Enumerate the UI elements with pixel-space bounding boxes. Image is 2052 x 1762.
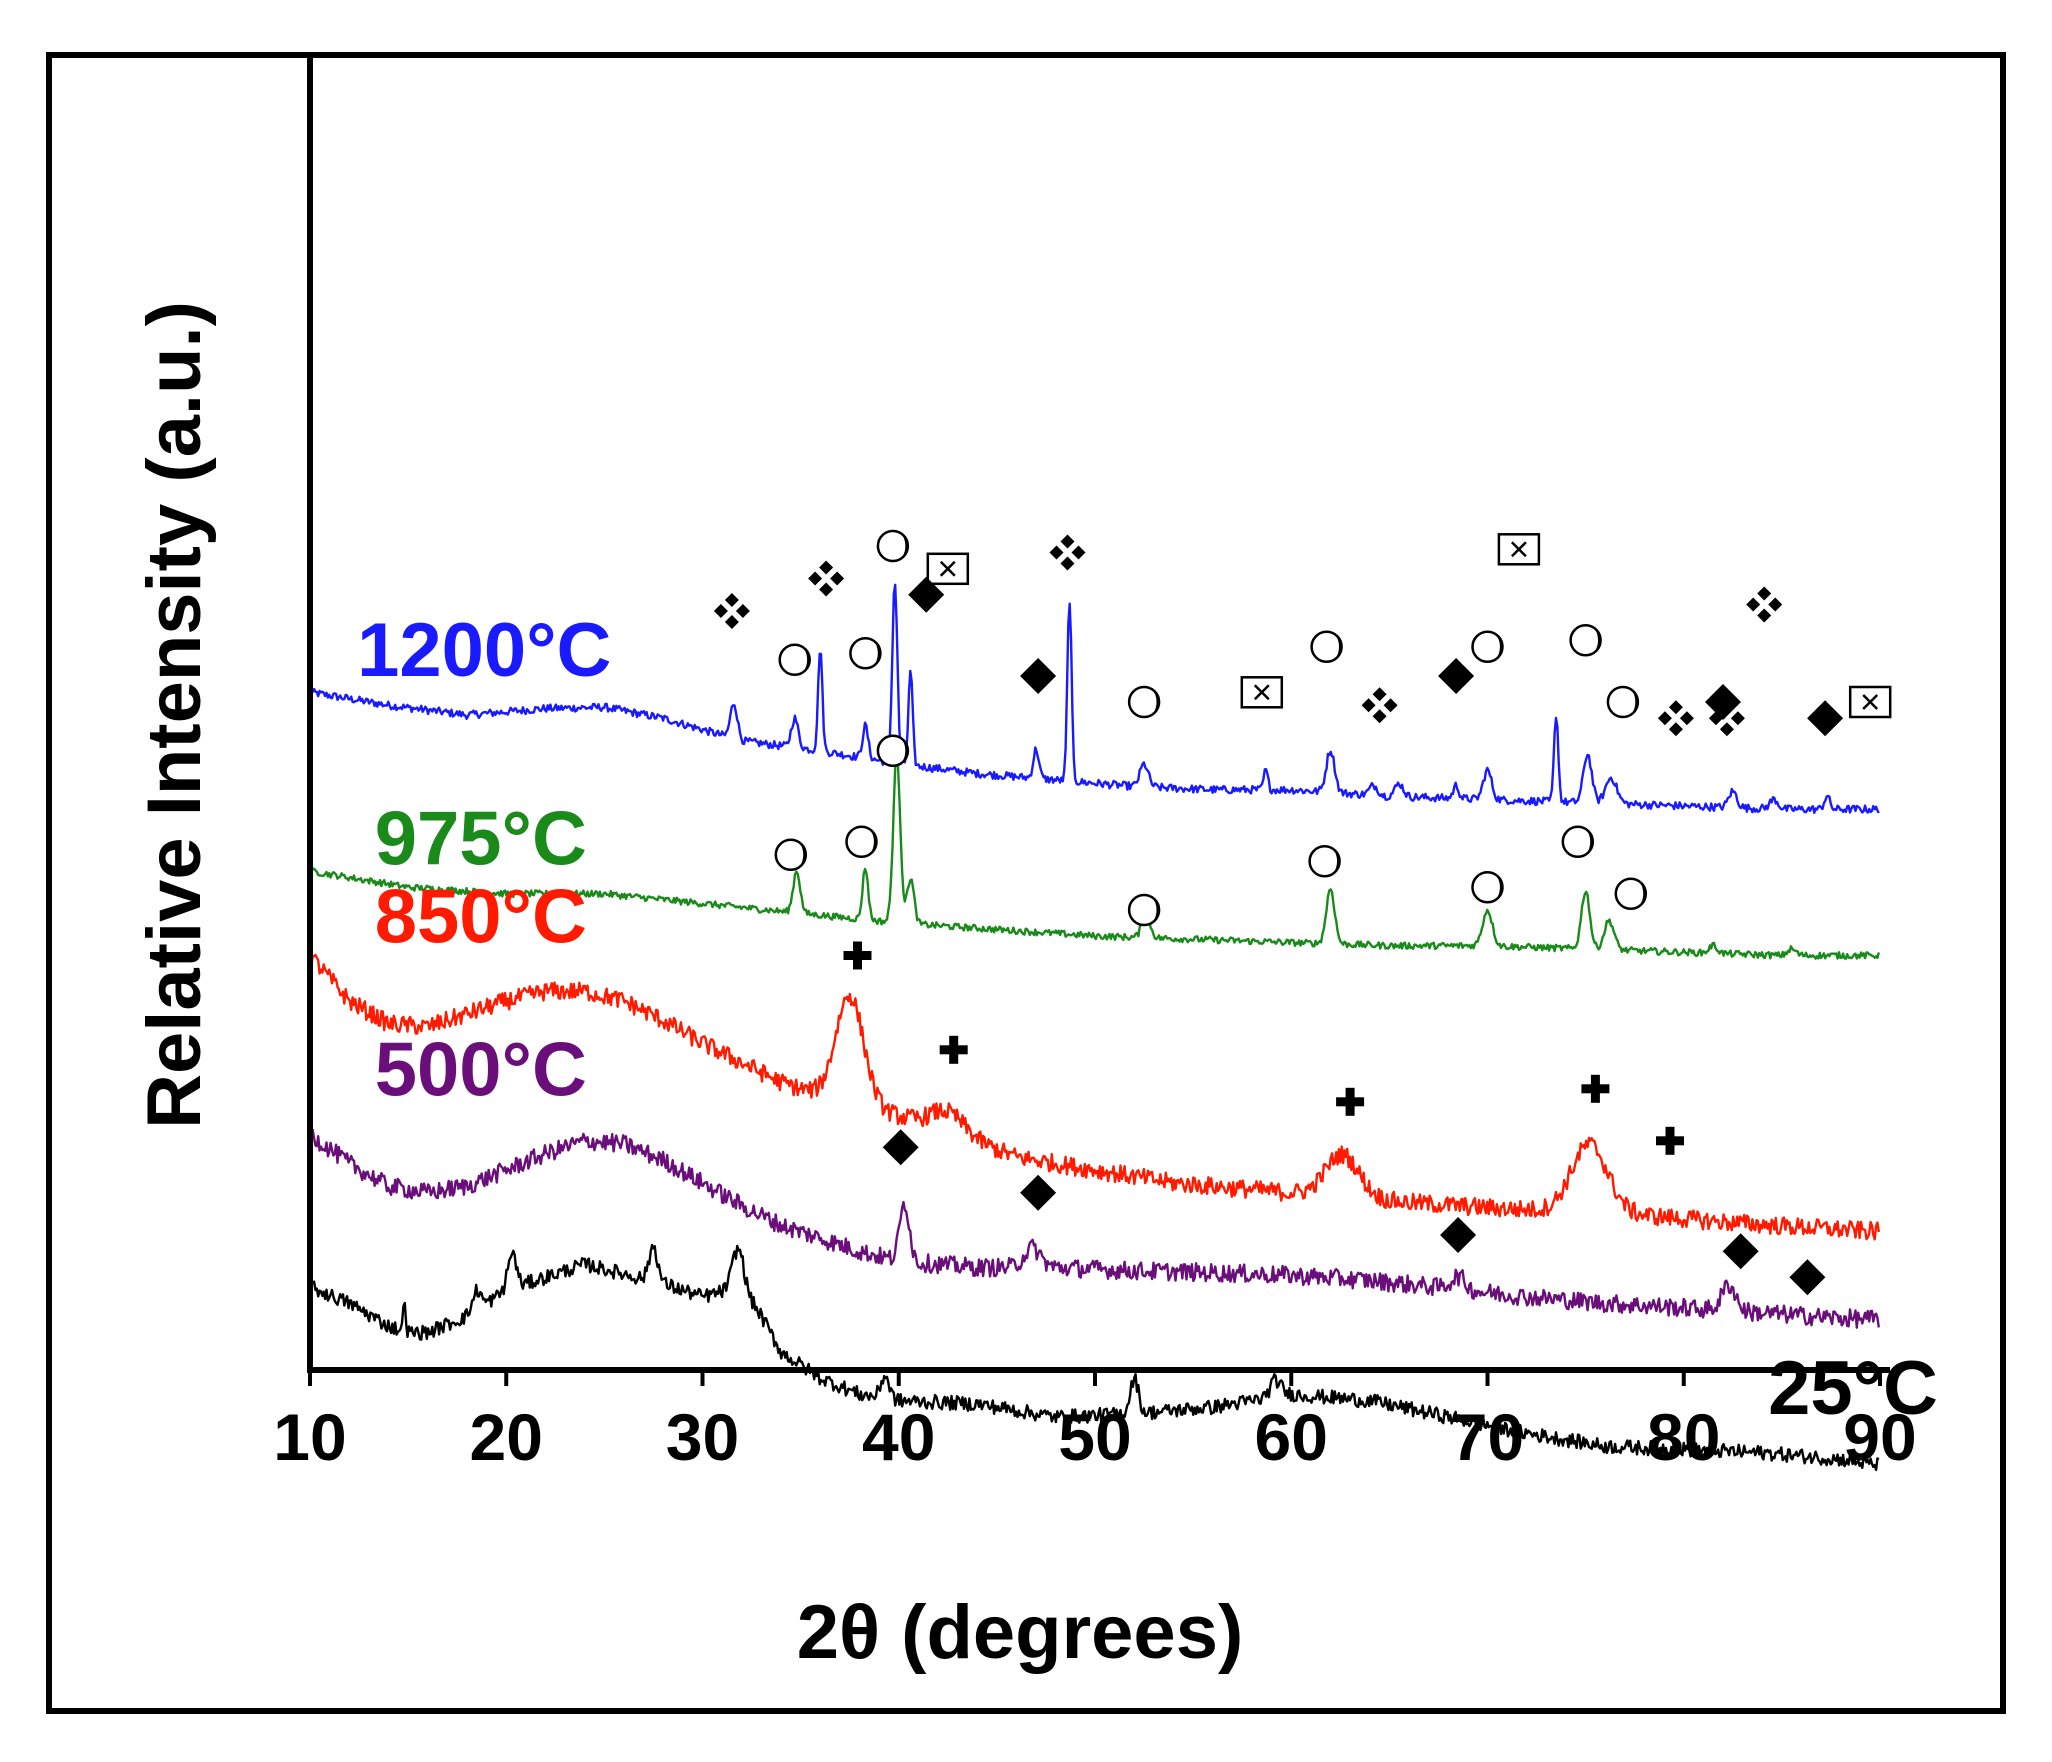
x-tick-label: 60 [1255, 1400, 1328, 1474]
series-layer [308, 583, 1880, 1472]
phase-marker-plus [1336, 1087, 1365, 1116]
phase-marker-diamond [1722, 1233, 1759, 1270]
x-axis-label: 2θ (degrees) [797, 1590, 1244, 1675]
series-label: 975°C [375, 797, 587, 882]
phase-marker-diamond [1020, 658, 1057, 694]
phase-marker-circle [1561, 825, 1595, 859]
phase-marker-box [1497, 533, 1541, 566]
series-label: 25°C [1768, 1346, 1938, 1431]
phase-marker-circle [1614, 877, 1648, 911]
series-label: 500°C [375, 1027, 587, 1112]
phase-marker-box [1848, 685, 1892, 719]
phase-marker-circle [1308, 845, 1341, 878]
series-line-1200c [308, 583, 1880, 814]
phase-marker-cross4 [1657, 700, 1694, 737]
x-tick-label: 30 [666, 1400, 739, 1474]
x-tick-label: 50 [1058, 1400, 1131, 1474]
y-axis-label: Relative Intensity (a.u.) [132, 301, 217, 1129]
phase-marker-circle [1127, 893, 1161, 927]
x-tick-label: 40 [862, 1400, 935, 1474]
phase-marker-circle [876, 529, 910, 563]
phase-marker-circle [1310, 630, 1343, 664]
series-label: 1200°C [357, 608, 611, 693]
phase-marker-circle [849, 637, 882, 670]
phase-marker-diamond [1020, 1174, 1057, 1211]
phase-marker-plus [939, 1035, 968, 1064]
phase-marker-cross4 [1361, 687, 1398, 724]
phase-marker-cross4 [1746, 586, 1783, 623]
phase-marker-box [926, 552, 970, 586]
phase-marker-diamond [1705, 684, 1741, 720]
phase-marker-circle [778, 643, 811, 677]
phase-marker-plus [1656, 1126, 1684, 1155]
phase-marker-plus [1581, 1074, 1610, 1103]
phase-marker-circle [1606, 685, 1640, 719]
marker-layer [713, 529, 1892, 1296]
x-tick-label: 10 [273, 1400, 346, 1474]
phase-marker-cross4 [713, 593, 750, 629]
phase-marker-diamond [1807, 700, 1844, 737]
x-tick-layer: 10 20 30 40 50 60 70 80 90 [273, 1370, 1917, 1474]
phase-marker-circle [1471, 871, 1504, 904]
phase-marker-diamond [908, 576, 945, 613]
phase-marker-box [1240, 676, 1284, 709]
phase-marker-circle [1569, 624, 1602, 657]
series-line-975c [309, 750, 1880, 960]
phase-marker-diamond [1438, 658, 1475, 694]
phase-marker-circle [774, 838, 808, 872]
series-label: 850°C [375, 875, 587, 960]
phase-marker-circle [876, 734, 910, 768]
phase-marker-circle [845, 825, 878, 859]
series-line-850c [309, 953, 1880, 1241]
phase-marker-cross4 [1049, 534, 1086, 571]
x-tick-label: 80 [1647, 1400, 1720, 1474]
phase-marker-plus [843, 941, 872, 970]
x-tick-label: 70 [1451, 1400, 1524, 1474]
phase-marker-cross4 [808, 560, 845, 597]
phase-marker-diamond [882, 1129, 919, 1166]
series-line-25c [308, 1243, 1880, 1472]
x-tick-label: 90 [1843, 1400, 1916, 1474]
phase-marker-circle [1471, 630, 1504, 664]
phase-marker-circle [1127, 685, 1161, 719]
series-line-500c [308, 1128, 1880, 1329]
phase-marker-diamond [1440, 1217, 1477, 1253]
x-tick-label: 20 [470, 1400, 543, 1474]
phase-marker-diamond [1789, 1259, 1826, 1296]
